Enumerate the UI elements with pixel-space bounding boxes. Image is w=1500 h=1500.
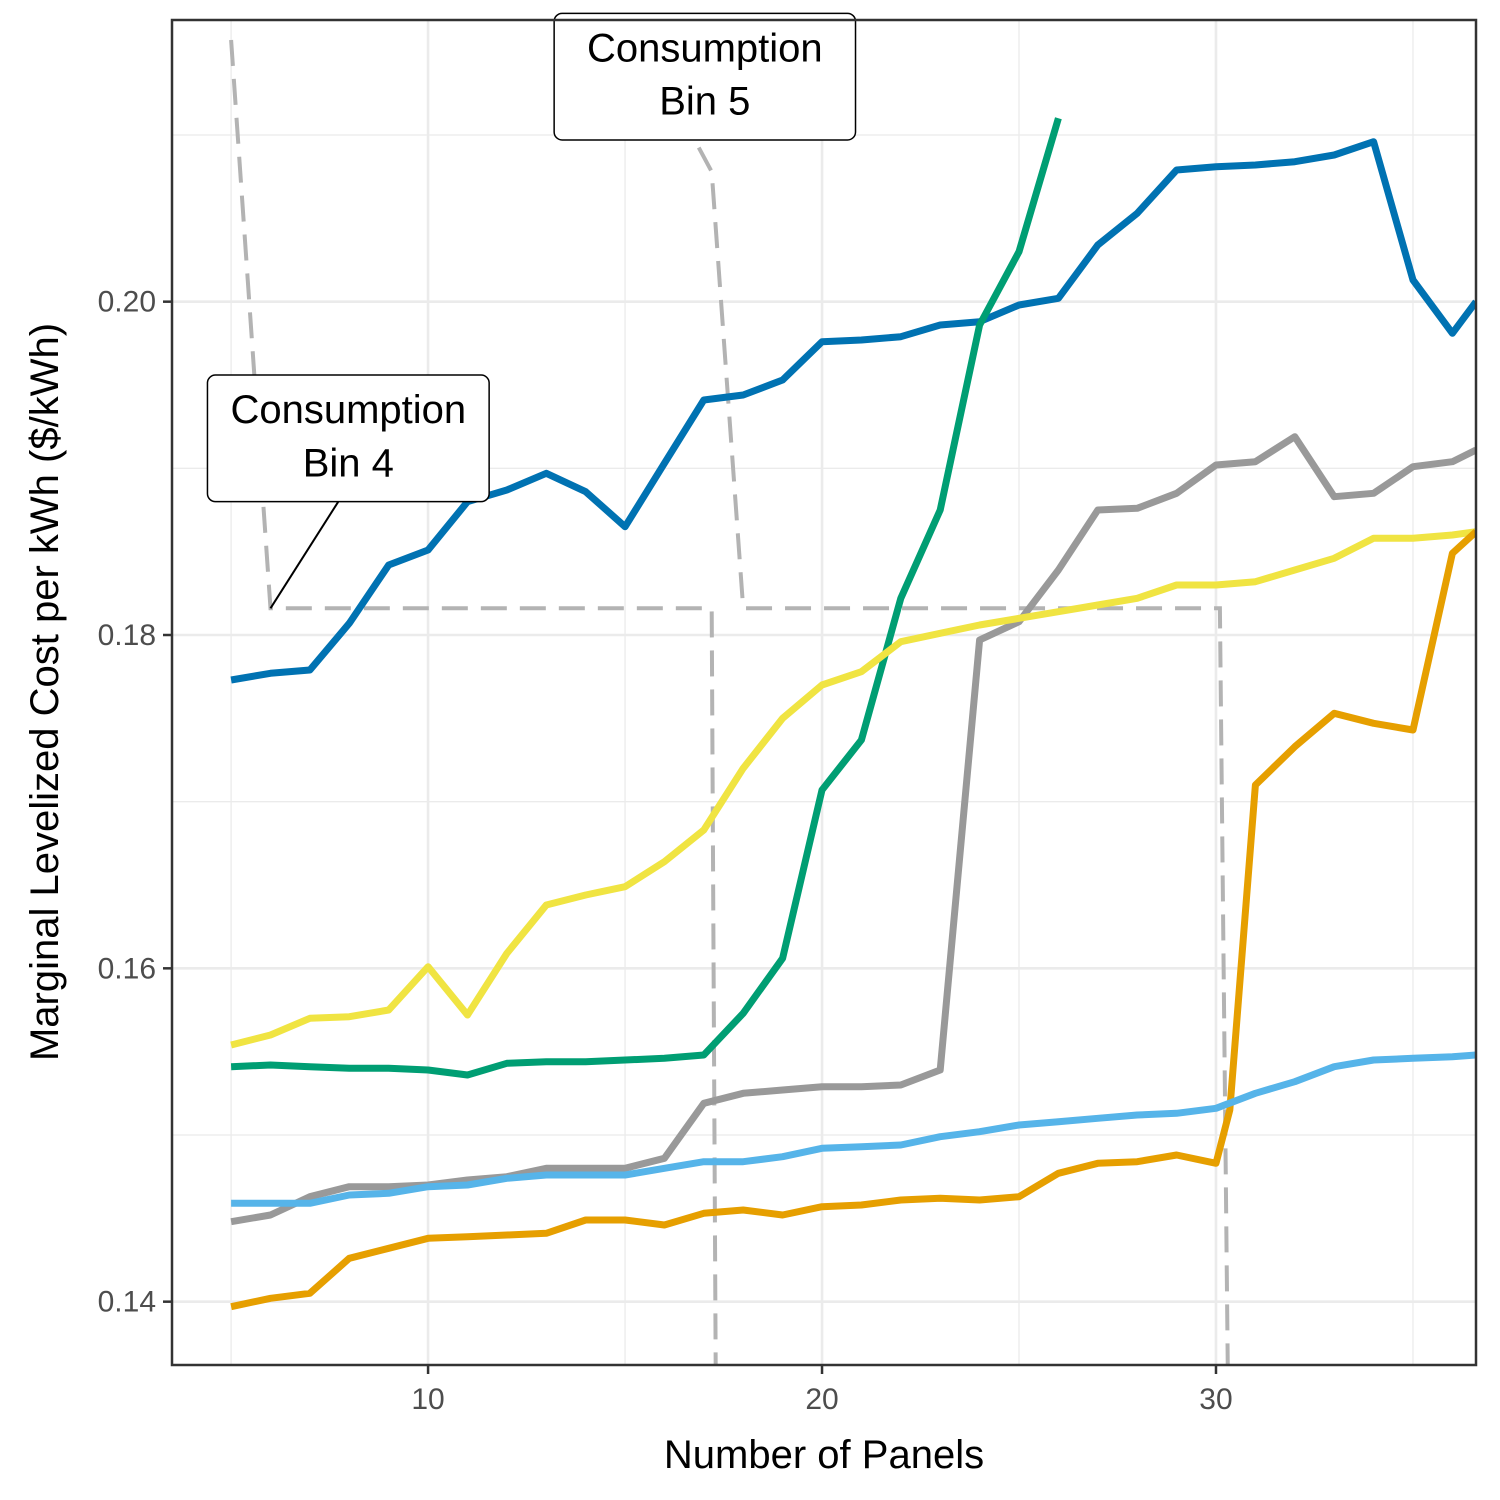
y-tick-label: 0.16 (98, 952, 156, 985)
major-gridlines (172, 20, 1476, 1365)
y-tick-label: 0.18 (98, 619, 156, 652)
x-tick-label: 10 (411, 1383, 444, 1416)
series-line-6 (231, 1051, 1476, 1207)
x-tick-label: 30 (1199, 1383, 1232, 1416)
y-tick-label: 0.14 (98, 1286, 156, 1319)
annotations: Consumption Bin 4 Consumption Bin 5 (206, 12, 857, 609)
y-axis-title: Marginal Levelized Cost per kWh ($/kWh) (23, 323, 67, 1061)
x-axis: 10 20 30 (411, 1365, 1233, 1416)
series-lines (230, 117, 1476, 1311)
y-axis: 0.14 0.16 0.18 0.20 (98, 286, 172, 1319)
annotation-leader-line (269, 501, 340, 609)
x-tick-label: 20 (805, 1383, 838, 1416)
annotation-box (206, 374, 490, 503)
annotation-label-line1: Consumption (230, 388, 466, 432)
annotation-label-line1: Consumption (587, 26, 823, 70)
annotation-label-line2: Bin 5 (659, 80, 750, 124)
series-line-2 (230, 117, 1062, 1079)
annotation-box (553, 12, 857, 141)
consumption-bin-line-4 (229, 39, 718, 1365)
x-axis-title: Number of Panels (664, 1433, 984, 1477)
plot-panel-border (170, 18, 1478, 1367)
y-tick-label: 0.20 (98, 286, 156, 319)
annotation-label-line2: Bin 4 (303, 441, 394, 485)
series-line-1 (230, 138, 1476, 684)
series-line-4 (230, 528, 1476, 1049)
series-line-5 (230, 529, 1476, 1311)
